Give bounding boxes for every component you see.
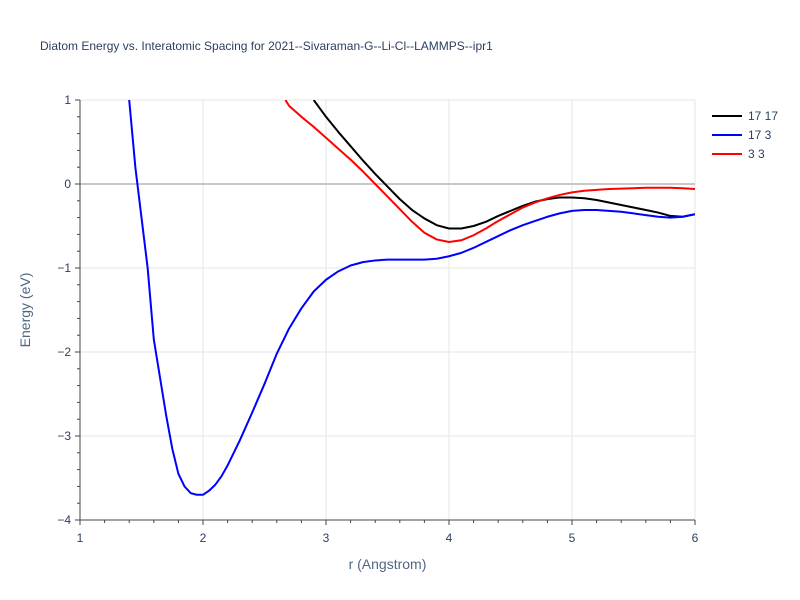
x-tick-label: 1	[77, 531, 84, 545]
series-line-1	[312, 100, 695, 230]
series-line-2	[128, 100, 695, 496]
y-tick-label: −2	[57, 345, 71, 359]
legend-item[interactable]: 17 3	[712, 128, 772, 142]
legend-item[interactable]: 17 17	[712, 109, 778, 123]
chart-title: Diatom Energy vs. Interatomic Spacing fo…	[40, 39, 493, 53]
y-tick-label: 1	[64, 93, 71, 107]
y-tick-label: −4	[57, 513, 71, 527]
legend-label: 17 3	[748, 128, 772, 142]
y-tick-label: −1	[57, 261, 71, 275]
legend-item[interactable]: 3 3	[712, 147, 765, 161]
x-tick-label: 4	[446, 531, 453, 545]
legend-label: 3 3	[748, 147, 765, 161]
series-line-3	[284, 100, 695, 243]
x-tick-label: 2	[200, 531, 207, 545]
axes: 1 2 3 4 5 6 −4 −3 −2 −1 0 1	[57, 93, 698, 545]
y-tick-label: −3	[57, 429, 71, 443]
legend[interactable]: 17 17 17 3 3 3	[712, 109, 778, 161]
x-tick-label: 6	[692, 531, 699, 545]
x-tick-label: 3	[323, 531, 330, 545]
legend-label: 17 17	[748, 109, 778, 123]
series-lines	[128, 100, 695, 496]
y-axis-label: Energy (eV)	[17, 273, 33, 348]
x-axis-label: r (Angstrom)	[349, 556, 427, 572]
x-tick-label: 5	[569, 531, 576, 545]
y-tick-label: 0	[64, 177, 71, 191]
